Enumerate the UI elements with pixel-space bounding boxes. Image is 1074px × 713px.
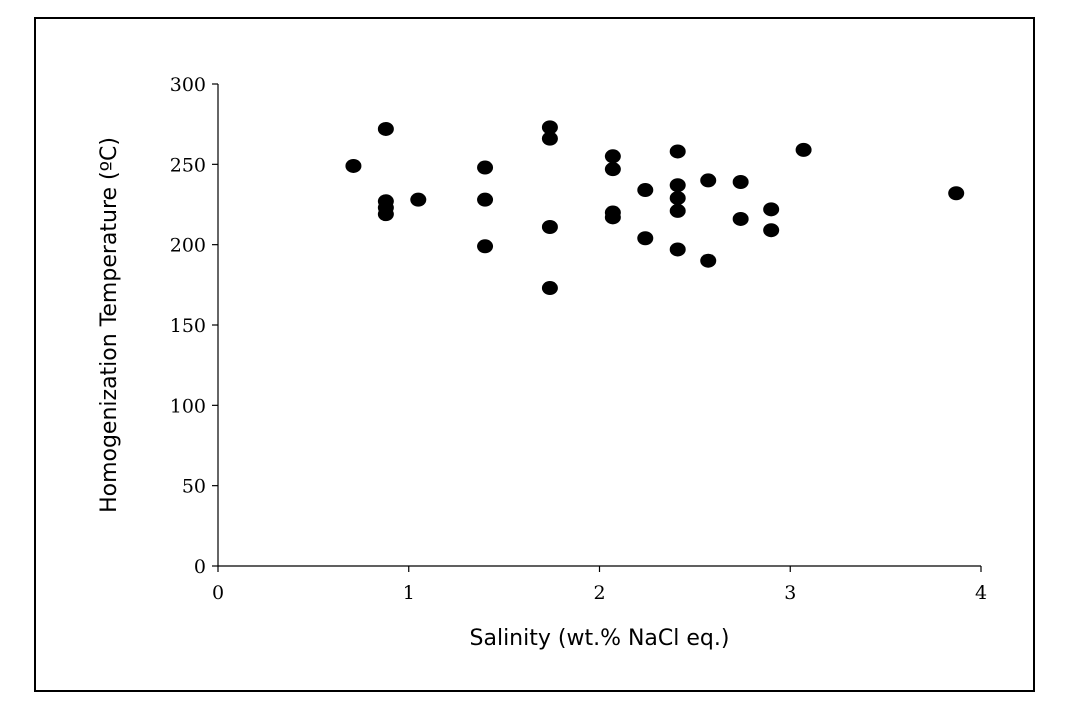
x-tick-label: 1 (403, 582, 415, 604)
data-point (669, 191, 686, 206)
data-point (477, 239, 494, 254)
data-point (541, 131, 558, 146)
y-tick-label: 100 (170, 395, 206, 417)
y-tick-label: 150 (170, 315, 206, 337)
data-point (477, 192, 494, 207)
data-point (669, 144, 686, 159)
y-tick-label: 50 (182, 476, 206, 498)
data-point (541, 281, 558, 296)
x-axis-title: Salinity (wt.% NaCl eq.) (470, 626, 730, 651)
data-point (604, 210, 621, 225)
data-point (700, 253, 717, 268)
data-point (669, 178, 686, 193)
y-tick-label: 200 (170, 235, 206, 257)
data-point (604, 162, 621, 177)
data-points (345, 120, 965, 296)
tick-labels: 0 50 100 150 200 250 300 0 1 2 3 4 (170, 74, 987, 604)
data-point (604, 149, 621, 164)
data-point (410, 192, 427, 207)
data-point (732, 211, 749, 226)
data-point (732, 175, 749, 190)
data-point (377, 121, 394, 136)
data-point (477, 160, 494, 175)
data-point (377, 207, 394, 222)
data-point (637, 183, 654, 198)
data-point (948, 186, 965, 201)
data-point (345, 158, 362, 173)
data-point (763, 202, 780, 217)
data-point (763, 223, 780, 238)
chart-frame: 0 50 100 150 200 250 300 0 1 2 3 4 Salinity (wt.% N… (34, 17, 1035, 692)
x-tick-label: 2 (593, 582, 605, 604)
y-axis-title: Homogenization Temperature (ºC) (97, 137, 122, 513)
y-tick-label: 0 (194, 556, 206, 578)
data-point (669, 203, 686, 218)
x-tick-label: 4 (975, 582, 987, 604)
data-point (541, 219, 558, 234)
data-point (795, 142, 812, 157)
data-point (637, 231, 654, 246)
y-tick-label: 250 (170, 154, 206, 176)
data-point (700, 173, 717, 188)
axes (212, 83, 982, 572)
data-point (669, 242, 686, 257)
data-point (541, 120, 558, 135)
scatter-chart: 0 50 100 150 200 250 300 0 1 2 3 4 Salinity (wt.% N… (97, 74, 987, 651)
y-tick-label: 300 (170, 74, 206, 96)
x-tick-label: 3 (784, 582, 796, 604)
x-tick-label: 0 (212, 582, 224, 604)
